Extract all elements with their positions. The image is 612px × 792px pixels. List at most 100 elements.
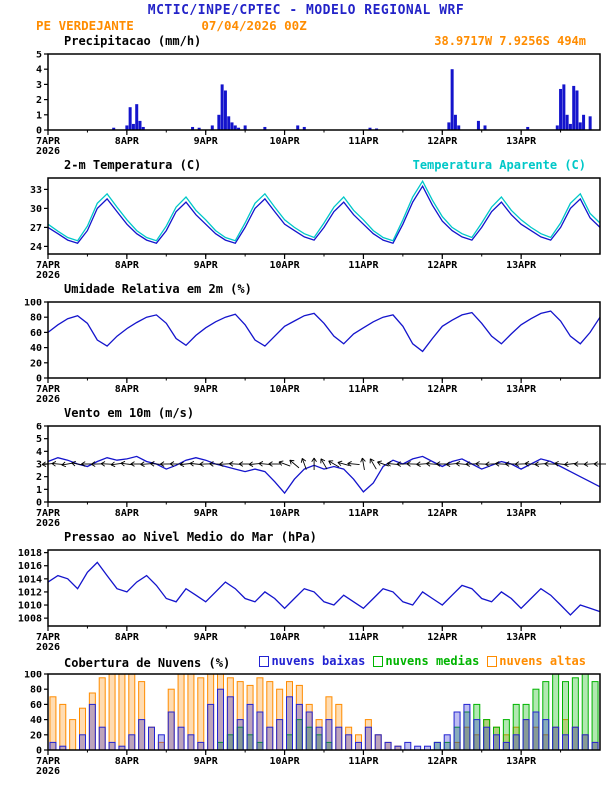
svg-text:60: 60 (30, 328, 42, 339)
svg-text:1010: 1010 (18, 601, 42, 612)
legend-swatch-high-clouds-icon (487, 655, 498, 667)
svg-text:3: 3 (36, 460, 42, 471)
svg-text:100: 100 (24, 671, 42, 681)
svg-text:4: 4 (36, 65, 42, 76)
svg-text:1018: 1018 (18, 548, 42, 559)
svg-text:2: 2 (36, 472, 42, 483)
svg-text:100: 100 (24, 299, 42, 309)
svg-text:11APR: 11APR (348, 756, 379, 767)
legend-item-mid-clouds: nuvens medias (373, 654, 479, 668)
svg-text:0: 0 (36, 498, 42, 509)
svg-text:40: 40 (30, 343, 42, 354)
svg-text:7APR: 7APR (36, 136, 61, 147)
svg-text:30: 30 (30, 204, 42, 215)
svg-text:8APR: 8APR (115, 508, 140, 519)
svg-text:13APR: 13APR (506, 136, 537, 147)
svg-text:27: 27 (30, 223, 42, 234)
svg-text:8APR: 8APR (115, 632, 140, 643)
pressure-chart: 1008 1010 1012 1014 1016 1018 7APR 2026 8APR 9APR… (0, 547, 612, 653)
svg-text:5: 5 (36, 51, 42, 61)
svg-text:20: 20 (30, 730, 42, 741)
svg-text:11APR: 11APR (348, 632, 379, 643)
svg-text:8APR: 8APR (115, 260, 140, 271)
precipitation-chart: 0 1 2 3 4 5 7APR 2026 8APR 9APR 10APR 11APR 12APR 13A… (0, 51, 612, 157)
svg-text:8APR: 8APR (115, 756, 140, 767)
temperature-chart: 24 27 30 33 7APR 2026 8APR 9APR 10APR 11APR 12APR 1… (0, 175, 612, 281)
svg-text:13APR: 13APR (506, 508, 537, 519)
svg-text:0: 0 (36, 746, 42, 757)
svg-text:10APR: 10APR (270, 384, 301, 395)
apparent-temperature-label: Temperatura Aparente (C) (412, 158, 586, 172)
svg-text:9APR: 9APR (194, 136, 219, 147)
svg-text:1016: 1016 (18, 561, 42, 572)
panel-title-humidity: Umidade Relativa em 2m (%) (64, 282, 252, 296)
svg-text:12APR: 12APR (427, 260, 458, 271)
svg-text:13APR: 13APR (506, 756, 537, 767)
panel-wind: Vento em 10m (m/s) 0 1 2 3 4 5 6 7APR 2026 8APR 9A… (0, 406, 612, 530)
svg-text:1014: 1014 (18, 574, 42, 585)
humidity-chart: 0 20 40 60 80 100 7APR 2026 8APR 9APR 10APR 11APR 12… (0, 299, 612, 405)
panel-humidity: Umidade Relativa em 2m (%) 0 20 40 60 80 100 7… (0, 282, 612, 406)
svg-text:11APR: 11APR (348, 136, 379, 147)
svg-text:1012: 1012 (18, 587, 42, 598)
svg-text:2: 2 (36, 95, 42, 106)
run-datetime: 07/04/2026 00Z (201, 18, 307, 33)
svg-text:1: 1 (36, 110, 42, 121)
svg-text:2026: 2026 (36, 642, 60, 653)
svg-text:60: 60 (30, 700, 42, 711)
svg-text:10APR: 10APR (270, 756, 301, 767)
page-header: MCTIC/INPE/CPTEC - MODELO REGIONAL WRF P… (0, 0, 612, 34)
svg-text:11APR: 11APR (348, 260, 379, 271)
svg-text:7APR: 7APR (36, 384, 61, 395)
svg-text:1008: 1008 (18, 614, 42, 625)
panel-title-precipitation: Precipitacao (mm/h) (64, 34, 202, 48)
svg-text:11APR: 11APR (348, 508, 379, 519)
panel-title-pressure: Pressao ao Nivel Medio do Mar (hPa) (64, 530, 317, 544)
svg-text:80: 80 (30, 313, 42, 324)
svg-text:2026: 2026 (36, 766, 60, 777)
svg-text:12APR: 12APR (427, 384, 458, 395)
svg-text:10APR: 10APR (270, 508, 301, 519)
cloud-cover-chart: 0 20 40 60 80 100 7APR 2026 8APR 9APR 10APR 11APR 12… (0, 671, 612, 777)
model-title: MCTIC/INPE/CPTEC - MODELO REGIONAL WRF (147, 3, 465, 18)
svg-text:7APR: 7APR (36, 508, 61, 519)
svg-text:40: 40 (30, 715, 42, 726)
wind-chart: 0 1 2 3 4 5 6 7APR 2026 8APR 9APR 10APR 11APR 12APR 13… (0, 423, 612, 529)
svg-text:9APR: 9APR (194, 632, 219, 643)
svg-text:2026: 2026 (36, 394, 60, 405)
svg-text:3: 3 (36, 80, 42, 91)
legend-item-high-clouds: nuvens altas (487, 654, 586, 668)
svg-text:10APR: 10APR (270, 136, 301, 147)
svg-text:13APR: 13APR (506, 260, 537, 271)
svg-text:20: 20 (30, 358, 42, 369)
svg-text:33: 33 (30, 185, 42, 196)
station-name: PE VERDEJANTE (36, 18, 134, 33)
svg-text:12APR: 12APR (427, 756, 458, 767)
svg-text:4: 4 (36, 447, 42, 458)
svg-text:7APR: 7APR (36, 756, 61, 767)
svg-text:13APR: 13APR (506, 384, 537, 395)
svg-text:7APR: 7APR (36, 632, 61, 643)
svg-text:80: 80 (30, 685, 42, 696)
panel-cloud-cover: Cobertura de Nuvens (%) nuvens baixas nu… (0, 654, 612, 778)
panel-temperature: 2-m Temperatura (C) Temperatura Aparente… (0, 158, 612, 282)
svg-text:2026: 2026 (36, 270, 60, 281)
legend-label-high-clouds: nuvens altas (499, 654, 586, 668)
svg-text:12APR: 12APR (427, 136, 458, 147)
legend-swatch-low-clouds-icon (259, 655, 270, 667)
svg-text:9APR: 9APR (194, 384, 219, 395)
svg-text:8APR: 8APR (115, 136, 140, 147)
svg-text:0: 0 (36, 126, 42, 137)
svg-text:12APR: 12APR (427, 508, 458, 519)
svg-text:2026: 2026 (36, 146, 60, 157)
station-coordinates: 38.9717W 7.9256S 494m (434, 34, 586, 48)
cloud-legend: nuvens baixas nuvens medias nuvens altas (259, 654, 586, 668)
svg-text:12APR: 12APR (427, 632, 458, 643)
svg-text:2026: 2026 (36, 518, 60, 529)
panel-title-temperature: 2-m Temperatura (C) (64, 158, 202, 172)
svg-text:8APR: 8APR (115, 384, 140, 395)
svg-text:1: 1 (36, 485, 42, 496)
svg-text:11APR: 11APR (348, 384, 379, 395)
svg-text:0: 0 (36, 374, 42, 385)
svg-text:9APR: 9APR (194, 756, 219, 767)
